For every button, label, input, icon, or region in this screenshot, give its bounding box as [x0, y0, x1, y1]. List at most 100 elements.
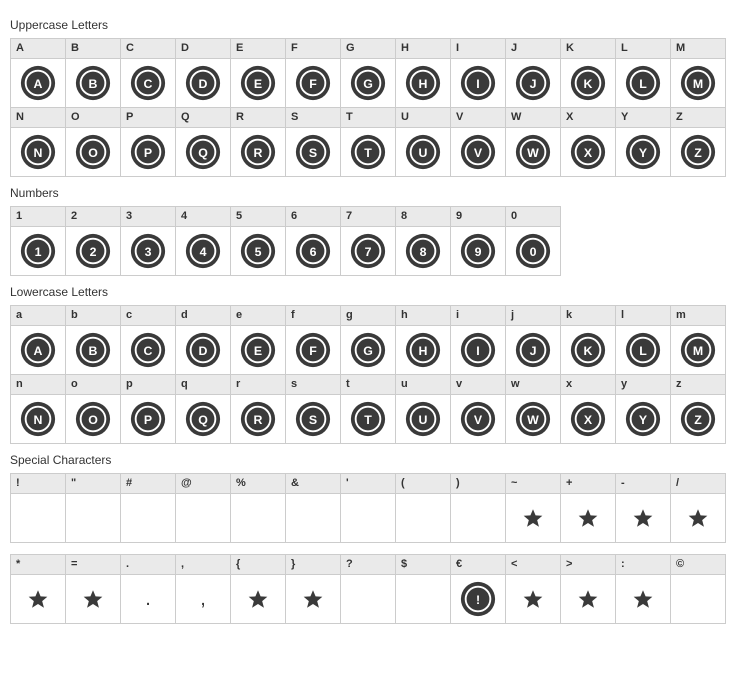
glyph-icon [514, 580, 552, 618]
svg-text:O: O [88, 413, 98, 427]
glyph-icon: 6 [294, 232, 332, 270]
glyph-icon: Q [184, 400, 222, 438]
cell-body: . [121, 575, 175, 623]
glyph-icon: N [19, 133, 57, 171]
svg-text:6: 6 [310, 245, 317, 259]
svg-text:E: E [254, 344, 262, 358]
svg-text:H: H [419, 77, 428, 91]
svg-text:C: C [144, 77, 153, 91]
glyph-icon [569, 499, 607, 537]
glyph-cell: & [285, 473, 341, 543]
cell-header: O [66, 108, 120, 128]
svg-text:K: K [584, 344, 593, 358]
glyph-icon: D [184, 331, 222, 369]
glyph-icon: I [459, 64, 497, 102]
font-chart: Uppercase LettersA A B B C C D D E E F F… [10, 18, 738, 623]
glyph-icon: K [569, 64, 607, 102]
glyph-icon [129, 499, 167, 537]
glyph-icon [624, 499, 662, 537]
cell-body: J [506, 59, 560, 107]
glyph-cell: 3 3 [120, 206, 176, 276]
cell-body: 2 [66, 227, 120, 275]
glyph-cell: T T [340, 107, 396, 177]
svg-text:4: 4 [200, 245, 207, 259]
glyph-icon: Y [624, 133, 662, 171]
glyph-cell: ' [340, 473, 396, 543]
cell-body: X [561, 395, 615, 443]
glyph-icon: P [129, 400, 167, 438]
glyph-cell: a A [10, 305, 66, 375]
glyph-cell: ? [340, 554, 396, 624]
cell-header: o [66, 375, 120, 395]
cell-body [506, 494, 560, 542]
cell-body [176, 494, 230, 542]
glyph-icon: H [404, 331, 442, 369]
cell-header: 3 [121, 207, 175, 227]
cell-body: Y [616, 128, 670, 176]
glyph-icon: G [349, 331, 387, 369]
svg-text:A: A [34, 77, 43, 91]
cell-header: < [506, 555, 560, 575]
glyph-icon: L [624, 331, 662, 369]
cell-body: Z [671, 128, 725, 176]
section-title: Uppercase Letters [10, 18, 738, 32]
cell-header: 8 [396, 207, 450, 227]
cell-header: B [66, 39, 120, 59]
cell-body: K [561, 59, 615, 107]
glyph-cell: = [65, 554, 121, 624]
cell-body: 3 [121, 227, 175, 275]
glyph-icon: N [19, 400, 57, 438]
glyph-icon [19, 499, 57, 537]
glyph-icon: I [459, 331, 497, 369]
glyph-cell: t T [340, 374, 396, 444]
cell-header: a [11, 306, 65, 326]
glyph-icon: C [129, 331, 167, 369]
cell-header: ( [396, 474, 450, 494]
cell-header: : [616, 555, 670, 575]
glyph-grid: 1 1 2 2 3 3 4 4 5 5 6 6 7 7 8 8 9 9 0 0 [10, 206, 738, 275]
cell-body [231, 575, 285, 623]
cell-header: K [561, 39, 615, 59]
cell-header: E [231, 39, 285, 59]
glyph-cell: B B [65, 38, 121, 108]
svg-text:O: O [88, 146, 98, 160]
svg-text:W: W [527, 146, 539, 160]
cell-body: E [231, 326, 285, 374]
cell-header: 0 [506, 207, 560, 227]
cell-body [11, 494, 65, 542]
cell-header: Y [616, 108, 670, 128]
cell-header: I [451, 39, 505, 59]
glyph-icon: X [569, 133, 607, 171]
glyph-cell: 4 4 [175, 206, 231, 276]
cell-body: 8 [396, 227, 450, 275]
cell-body [616, 575, 670, 623]
glyph-icon [74, 499, 112, 537]
cell-body: Q [176, 128, 230, 176]
cell-header: l [616, 306, 670, 326]
cell-header: @ [176, 474, 230, 494]
cell-header: } [286, 555, 340, 575]
glyph-icon: 0 [514, 232, 552, 270]
glyph-icon: 3 [129, 232, 167, 270]
cell-body: V [451, 128, 505, 176]
cell-header: t [341, 375, 395, 395]
glyph-cell: + [560, 473, 616, 543]
svg-text:N: N [34, 413, 43, 427]
glyph-cell: ! [10, 473, 66, 543]
cell-body: G [341, 59, 395, 107]
cell-body [66, 575, 120, 623]
svg-text:G: G [363, 77, 373, 91]
cell-body [396, 494, 450, 542]
glyph-cell: w W [505, 374, 561, 444]
svg-text:V: V [474, 413, 483, 427]
glyph-cell: M M [670, 38, 726, 108]
cell-header: S [286, 108, 340, 128]
glyph-cell: 9 9 [450, 206, 506, 276]
svg-text:V: V [474, 146, 483, 160]
cell-body: C [121, 59, 175, 107]
glyph-cell: y Y [615, 374, 671, 444]
glyph-cell: x X [560, 374, 616, 444]
glyph-cell: 8 8 [395, 206, 451, 276]
glyph-icon: 5 [239, 232, 277, 270]
glyph-cell: 0 0 [505, 206, 561, 276]
